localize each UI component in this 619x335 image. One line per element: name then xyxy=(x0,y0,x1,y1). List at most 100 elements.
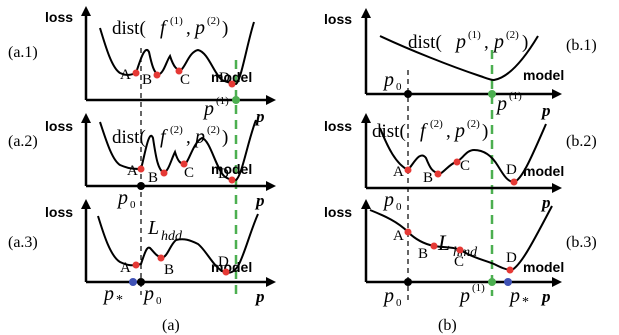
point-A xyxy=(404,228,412,236)
point-B xyxy=(434,170,442,178)
svg-text:dist(: dist( xyxy=(372,121,406,142)
label-C: C xyxy=(184,165,194,181)
x-axis-label: model xyxy=(523,163,564,179)
label-C: C xyxy=(454,254,464,270)
x-axis-symbol: p xyxy=(254,287,265,306)
dist-expression: dist( f (2) , p (2) ) xyxy=(112,124,228,148)
svg-text:(1): (1) xyxy=(216,95,229,107)
svg-text:hdd: hdd xyxy=(161,229,183,244)
point-C xyxy=(456,246,464,254)
point-C xyxy=(180,160,188,168)
svg-text:(1): (1) xyxy=(509,90,522,102)
svg-text:(2): (2) xyxy=(506,29,519,41)
panel-tag: (b.1) xyxy=(566,37,597,54)
label-A: A xyxy=(393,164,404,180)
svg-text:): ) xyxy=(222,127,228,148)
point-D xyxy=(506,266,514,274)
p1-label: p (1) xyxy=(495,90,522,115)
panel-tag: (b.2) xyxy=(566,133,597,150)
label-D: D xyxy=(218,166,229,182)
svg-text:p: p xyxy=(495,93,507,115)
label-D: D xyxy=(506,162,517,178)
x-axis-symbol: p xyxy=(540,287,551,306)
label-A: A xyxy=(393,228,404,244)
x-axis-label: model xyxy=(523,259,564,275)
point-D xyxy=(228,80,236,88)
p0-label: p 0 xyxy=(116,187,136,211)
dist-expression: dist( p (1) , p (2) ) xyxy=(408,29,528,53)
panel-a2: loss (a.2) model p dist( f (2) , p (2) )… xyxy=(8,113,276,211)
p0-marker xyxy=(137,278,145,286)
svg-text:0: 0 xyxy=(156,295,162,307)
caption-a: (a) xyxy=(162,317,180,334)
svg-text:p: p xyxy=(116,187,128,209)
loss-curve xyxy=(97,213,259,274)
svg-text:0: 0 xyxy=(396,81,402,93)
label-A: A xyxy=(120,67,131,83)
y-axis-label: loss xyxy=(45,204,73,220)
x-axis-symbol: p xyxy=(254,107,265,126)
y-axis-label: loss xyxy=(45,118,73,134)
svg-text:p: p xyxy=(492,31,504,53)
y-axis-label: loss xyxy=(324,118,352,134)
dist-expression: dist( f (1) , p (2) ) xyxy=(112,15,228,39)
svg-text:p: p xyxy=(102,283,114,305)
panel-a1: loss (a.1) model p dist( f (1) , p (2) )… xyxy=(8,6,276,126)
svg-text:p: p xyxy=(382,285,394,307)
label-B: B xyxy=(164,262,174,278)
svg-text:,: , xyxy=(186,18,191,39)
svg-text:): ) xyxy=(522,32,528,53)
svg-text:p: p xyxy=(508,285,520,307)
svg-text:p: p xyxy=(193,17,205,39)
y-axis-label: loss xyxy=(324,204,352,220)
pstar-marker xyxy=(129,278,137,286)
svg-text:p: p xyxy=(382,189,394,211)
svg-text:): ) xyxy=(222,18,228,39)
panel-b2: loss (b.2) model p dist( f (2) , p (2) )… xyxy=(324,113,597,213)
point-B xyxy=(153,71,161,79)
svg-text:,: , xyxy=(446,121,451,142)
p0-label: p 0 xyxy=(142,283,162,307)
x-axis-symbol: p xyxy=(540,193,551,212)
svg-text:*: * xyxy=(116,293,123,308)
svg-text:,: , xyxy=(186,127,191,148)
svg-text:(1): (1) xyxy=(170,15,183,27)
point-A xyxy=(137,165,145,173)
label-C: C xyxy=(180,72,190,88)
panel-a3: loss (a.3) model p L hdd A B D p * p 0 xyxy=(8,199,276,308)
svg-text:(2): (2) xyxy=(207,15,220,27)
p0-marker xyxy=(404,278,412,286)
label-B: B xyxy=(148,170,158,186)
point-C xyxy=(453,158,461,166)
svg-text:p: p xyxy=(142,283,154,305)
svg-text:p: p xyxy=(458,285,470,307)
svg-text:(2): (2) xyxy=(170,124,183,136)
panel-b1: loss (b.1) model p dist( p (1) , p (2) )… xyxy=(324,8,597,120)
label-B: B xyxy=(423,170,433,186)
dist-expression: dist( f (2) , p (2) ) xyxy=(372,118,488,142)
svg-text:p: p xyxy=(382,69,394,91)
svg-text:(1): (1) xyxy=(468,29,481,41)
svg-text:dist(: dist( xyxy=(112,127,146,148)
x-axis-symbol: p xyxy=(540,101,551,120)
pstar-label: p * xyxy=(102,283,123,308)
point-A xyxy=(132,261,140,269)
svg-text:p: p xyxy=(453,120,465,142)
svg-text:0: 0 xyxy=(130,199,136,211)
svg-text:,: , xyxy=(484,32,489,53)
label-B: B xyxy=(142,72,152,88)
p0-label: p 0 xyxy=(382,189,402,213)
svg-text:dist(: dist( xyxy=(408,32,442,53)
caption-b: (b) xyxy=(438,317,457,334)
point-A xyxy=(404,166,412,174)
p0-marker xyxy=(404,90,412,98)
svg-text:(2): (2) xyxy=(430,118,443,130)
panel-tag: (a.2) xyxy=(8,133,38,150)
svg-text:0: 0 xyxy=(396,201,402,213)
svg-text:(2): (2) xyxy=(467,118,480,130)
point-D xyxy=(222,268,230,276)
p1-label: p (1) xyxy=(458,282,485,307)
p1-marker xyxy=(488,278,496,286)
p0-marker xyxy=(137,182,145,190)
point-D xyxy=(510,178,518,186)
